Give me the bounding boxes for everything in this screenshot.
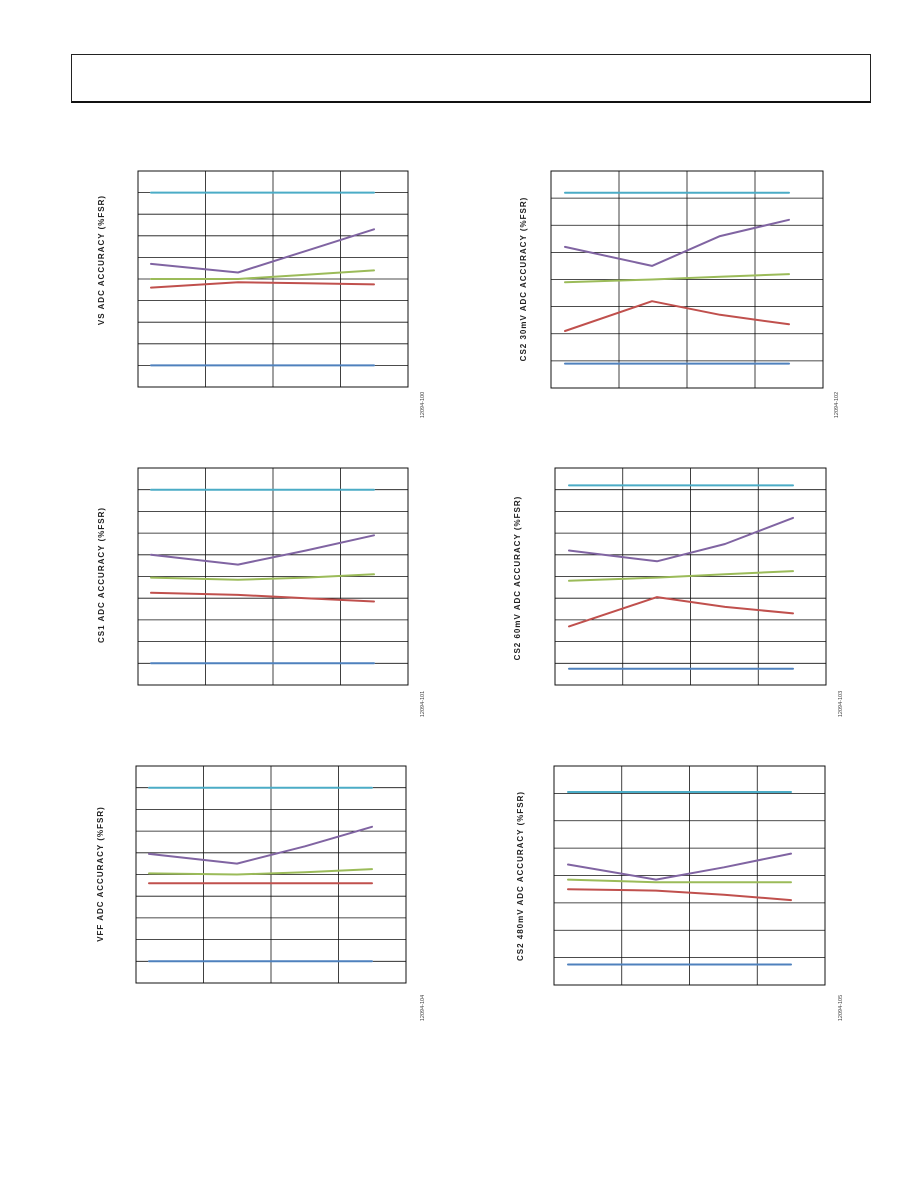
figure-id-label: 12094-101 bbox=[420, 691, 426, 717]
y-axis-label: CS2 60mV ADC ACCURACY (%FSR) bbox=[513, 496, 522, 661]
y-axis-label: VS ADC ACCURACY (%FSR) bbox=[97, 195, 106, 325]
y-axis-label: CS2 480mV ADC ACCURACY (%FSR) bbox=[516, 791, 525, 961]
series-line-series-a bbox=[564, 218, 790, 267]
series-line-series-c bbox=[564, 300, 790, 332]
series-line-series-a bbox=[148, 825, 373, 865]
y-axis-label: CS1 ADC ACCURACY (%FSR) bbox=[97, 507, 106, 643]
series-line-series-c bbox=[150, 591, 375, 603]
figure-id-label: 12094-104 bbox=[420, 995, 426, 1021]
series-line-series-a bbox=[568, 516, 794, 563]
y-axis-label: VFF ADC ACCURACY (%FSR) bbox=[96, 806, 105, 942]
series-line-series-c bbox=[568, 596, 794, 628]
series-line-series-a bbox=[567, 852, 792, 881]
series-line-series-b bbox=[567, 878, 792, 884]
series-line-series-c bbox=[150, 281, 375, 289]
series-line-series-b bbox=[150, 269, 375, 280]
plot-frame bbox=[135, 765, 407, 984]
plot-frame bbox=[554, 467, 827, 686]
series-line-series-b bbox=[564, 273, 790, 284]
figure-id-label: 12094-105 bbox=[838, 995, 844, 1021]
figure-id-label: 12094-100 bbox=[420, 392, 426, 418]
series-line-series-c bbox=[567, 888, 792, 902]
figure-id-label: 12094-102 bbox=[834, 392, 840, 418]
series-line-series-b bbox=[148, 868, 373, 876]
plot-frame bbox=[137, 170, 409, 388]
header-box bbox=[71, 54, 871, 103]
series-line-series-a bbox=[150, 228, 375, 274]
series-line-series-b bbox=[150, 573, 375, 581]
figure-id-label: 12094-103 bbox=[838, 691, 844, 717]
series-line-series-b bbox=[568, 570, 794, 582]
plot-frame bbox=[137, 467, 409, 686]
plot-frame bbox=[550, 170, 824, 389]
series-line-series-a bbox=[150, 534, 375, 566]
y-axis-label: CS2 30mV ADC ACCURACY (%FSR) bbox=[519, 197, 528, 362]
plot-frame bbox=[553, 765, 826, 986]
